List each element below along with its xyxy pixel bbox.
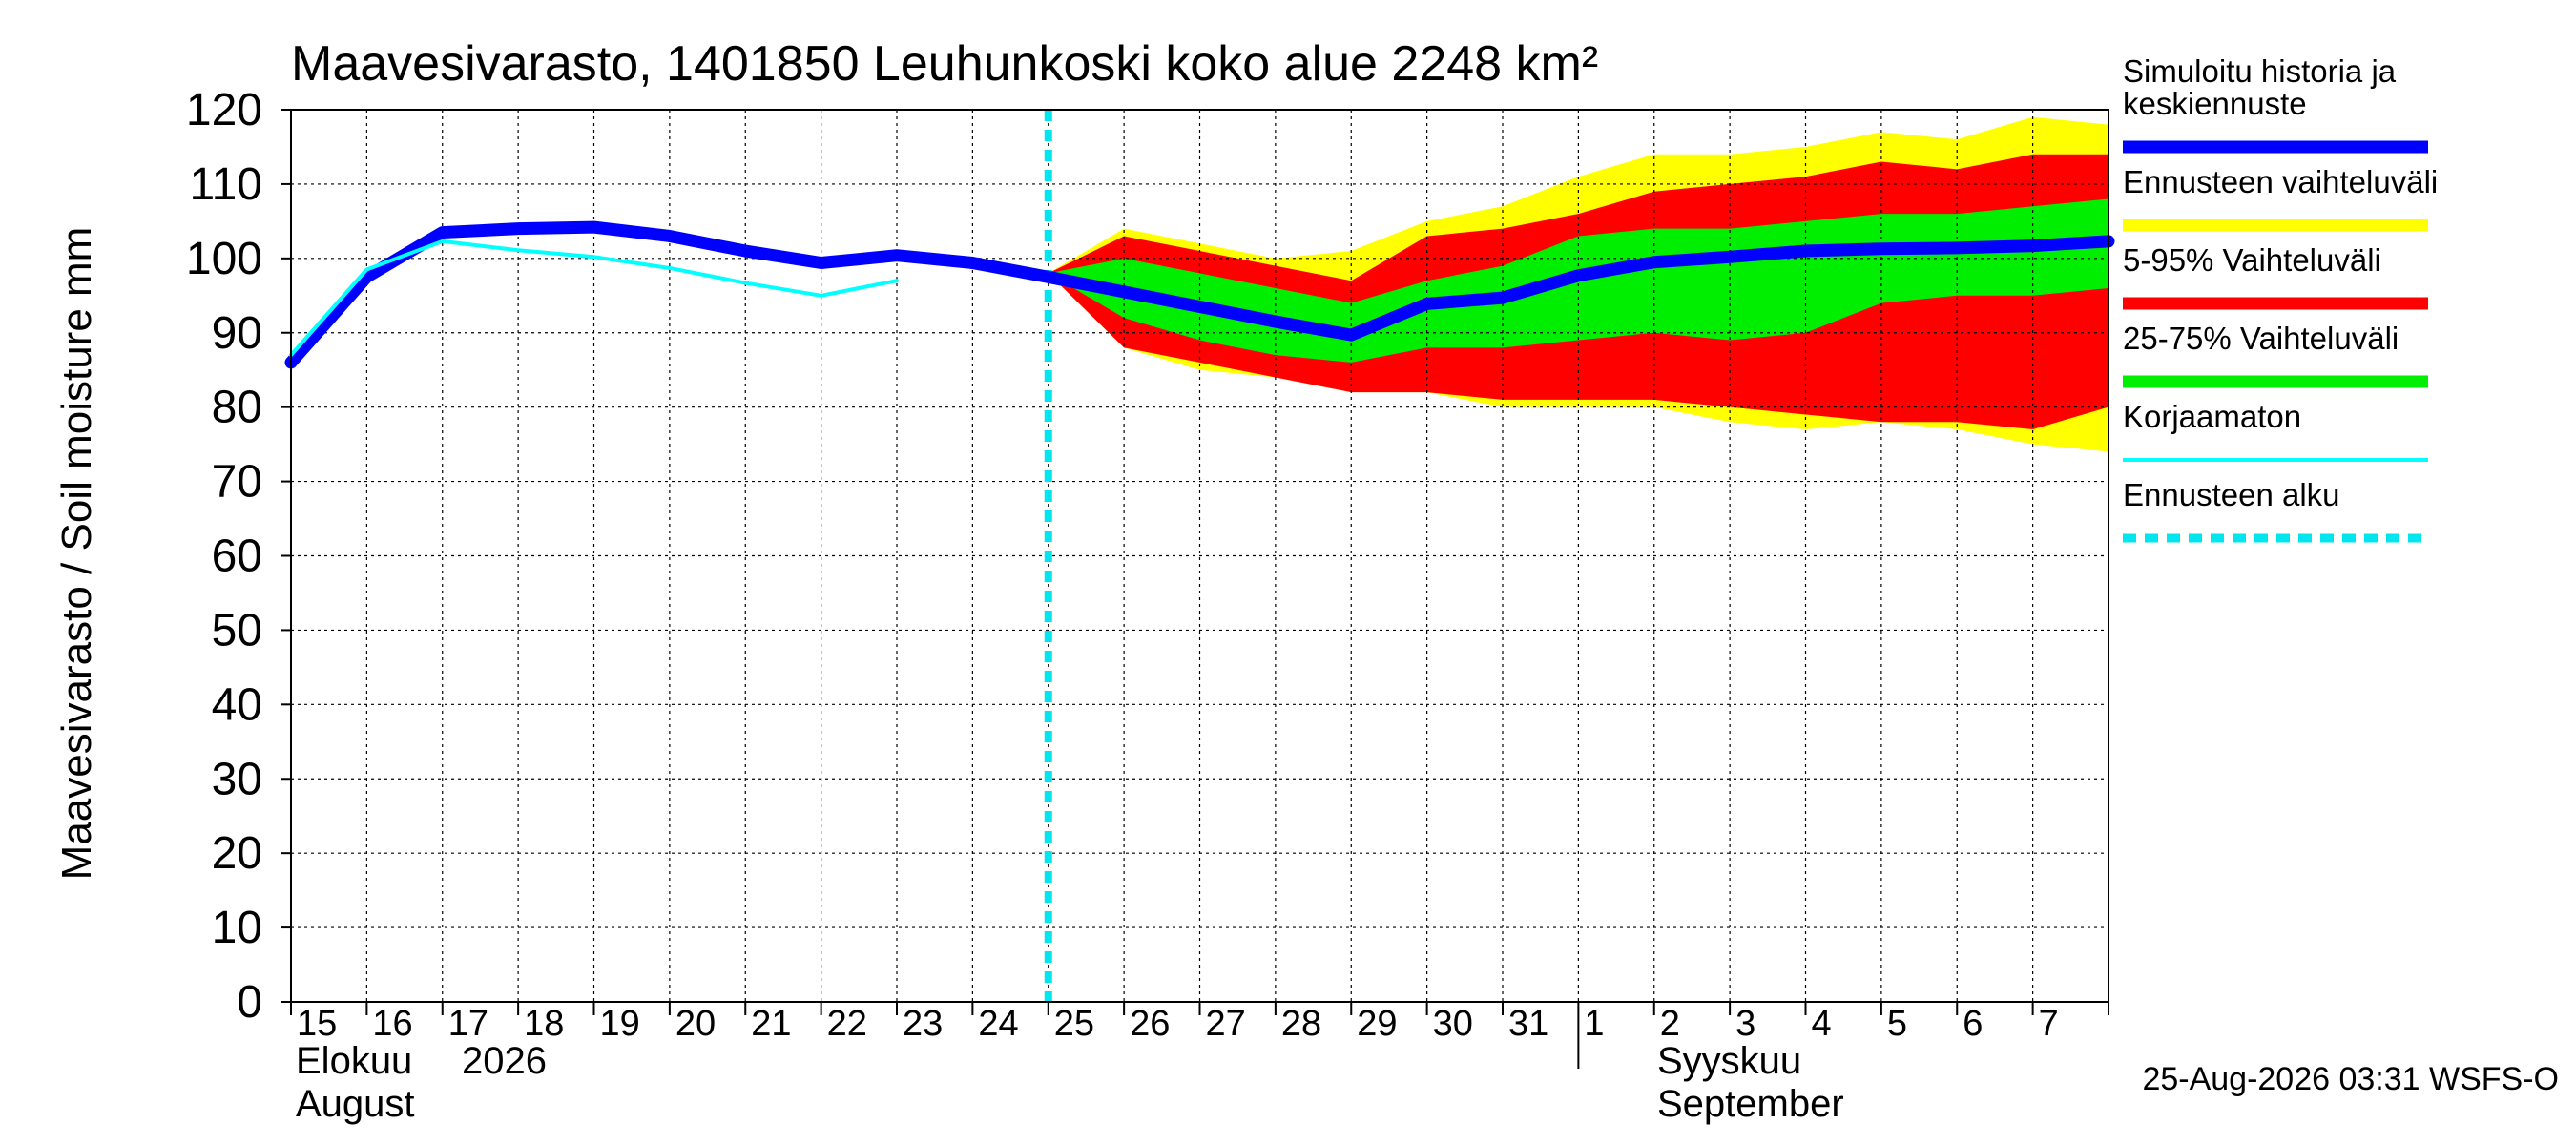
x-tick-label: 5 bbox=[1887, 1004, 1907, 1044]
x-tick-label: 6 bbox=[1963, 1004, 1983, 1044]
x-tick-label: 7 bbox=[2039, 1004, 2059, 1044]
x-tick-label: 2 bbox=[1660, 1004, 1680, 1044]
legend-label: Simuloitu historia ja keskiennuste bbox=[2123, 53, 2397, 121]
y-tick-label: 110 bbox=[189, 159, 262, 210]
x-tick-label: 27 bbox=[1206, 1004, 1246, 1044]
x-tick-label: 19 bbox=[600, 1004, 640, 1044]
y-tick-label: 90 bbox=[212, 308, 262, 359]
x-tick-label: 1 bbox=[1584, 1004, 1604, 1044]
x-tick-label: 26 bbox=[1130, 1004, 1170, 1044]
x-tick-label: 21 bbox=[751, 1004, 791, 1044]
x-tick-label: 20 bbox=[675, 1004, 716, 1044]
y-tick-label: 0 bbox=[237, 977, 262, 1028]
x-tick-label: 18 bbox=[524, 1004, 564, 1044]
month-label-september-en: September bbox=[1657, 1083, 1844, 1125]
y-tick-label: 30 bbox=[212, 754, 262, 804]
x-tick-label: 22 bbox=[827, 1004, 867, 1044]
x-tick-label: 25 bbox=[1054, 1004, 1094, 1044]
chart-title: Maavesivarasto, 1401850 Leuhunkoski koko… bbox=[291, 36, 1598, 92]
y-tick-label: 70 bbox=[212, 457, 262, 508]
y-tick-label: 20 bbox=[212, 828, 262, 879]
y-tick-label: 40 bbox=[212, 679, 262, 730]
legend-label: 5-95% Vaihteluväli bbox=[2123, 242, 2381, 278]
x-tick-label: 30 bbox=[1433, 1004, 1473, 1044]
x-tick-label: 29 bbox=[1357, 1004, 1397, 1044]
x-tick-label: 4 bbox=[1812, 1004, 1832, 1044]
data-lines bbox=[284, 110, 2115, 1002]
series-line-main bbox=[284, 220, 2115, 369]
month-label-august-en: August bbox=[296, 1083, 415, 1125]
y-tick-label: 80 bbox=[212, 383, 262, 433]
x-tick-label: 24 bbox=[978, 1004, 1018, 1044]
y-tick-label: 100 bbox=[186, 234, 262, 284]
x-tick-label: 28 bbox=[1281, 1004, 1321, 1044]
x-tick-label: 16 bbox=[372, 1004, 412, 1044]
x-tick-label: 3 bbox=[1735, 1004, 1755, 1044]
month-label-september-fi: Syyskuu bbox=[1657, 1040, 1801, 1082]
x-tick-label: 15 bbox=[297, 1004, 337, 1044]
legend-label: Ennusteen alku bbox=[2123, 477, 2340, 512]
series-line-uncorrected bbox=[289, 239, 899, 358]
y-axis-label: Maavesivarasto / Soil moisture mm bbox=[53, 227, 100, 881]
y-tick-label: 120 bbox=[186, 85, 262, 135]
month-label-year: 2026 bbox=[462, 1040, 547, 1082]
y-tick-label: 10 bbox=[212, 903, 262, 953]
legend-label: Ennusteen vaihteluväli bbox=[2123, 164, 2438, 199]
legend-label: 25-75% Vaihteluväli bbox=[2123, 321, 2399, 356]
y-tick-label: 60 bbox=[212, 531, 262, 582]
legend-label: Korjaamaton bbox=[2123, 399, 2301, 434]
legend: Simuloitu historia ja keskiennuste Ennuste… bbox=[2123, 53, 2438, 543]
x-tick-label: 17 bbox=[448, 1004, 488, 1044]
footer-timestamp: 25-Aug-2026 03:31 WSFS-O bbox=[2142, 1061, 2559, 1097]
x-tick-label: 23 bbox=[903, 1004, 943, 1044]
month-label-august-fi: Elokuu bbox=[296, 1040, 412, 1082]
y-tick-label: 50 bbox=[212, 605, 262, 656]
x-tick-label: 31 bbox=[1508, 1004, 1548, 1044]
